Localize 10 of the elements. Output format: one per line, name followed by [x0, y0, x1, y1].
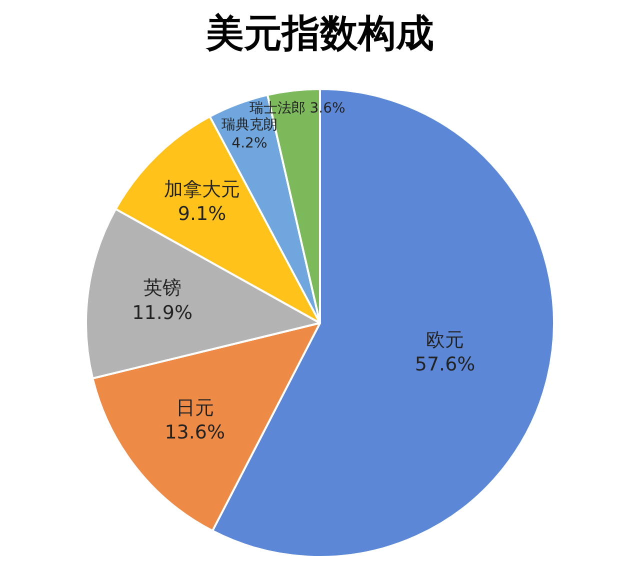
slice-label: 加拿大元 — [164, 178, 240, 200]
slice-label: 英镑 — [143, 277, 182, 300]
data-label: 11.9% — [132, 302, 193, 324]
data-label: 4.2% — [232, 135, 268, 152]
slice-label: 日元 — [176, 396, 214, 419]
data-label: 9.1% — [178, 203, 226, 226]
data-label: 13.6% — [164, 422, 226, 444]
chart-title: 美元指数构成 — [204, 9, 435, 57]
slice-label: 欧元 — [426, 329, 464, 352]
data-label: 57.6% — [414, 354, 476, 376]
